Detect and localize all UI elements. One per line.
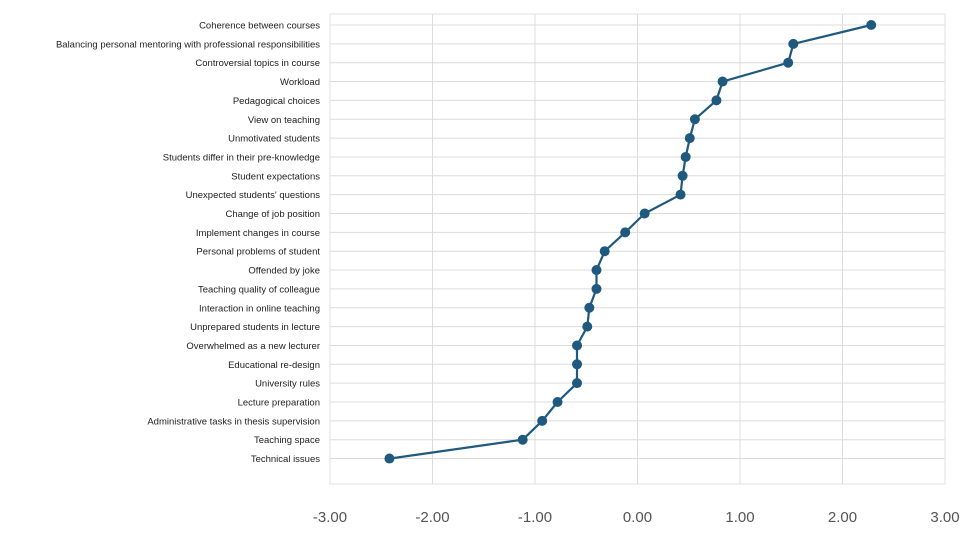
series-line: [388, 23, 873, 460]
data-point: [552, 397, 563, 407]
data-point: [788, 38, 799, 49]
data-point: [584, 302, 595, 313]
y-tick-label: Overwhelmed as a new lecturer: [186, 341, 320, 352]
data-point: [591, 265, 602, 276]
data-point: [717, 76, 728, 87]
data-point: [591, 283, 602, 294]
data-point: [572, 359, 583, 370]
data-point: [639, 208, 650, 219]
data-point: [675, 189, 686, 200]
y-tick-label: View on teaching: [248, 115, 320, 126]
x-tick-label: 2.00: [828, 509, 857, 526]
x-tick-label: 1.00: [725, 509, 754, 526]
data-point: [599, 246, 610, 257]
y-tick-label: Interaction in online teaching: [199, 303, 320, 314]
data-point: [783, 57, 794, 68]
y-tick-label: Implement changes in course: [196, 228, 320, 239]
grid-layer: [329, 14, 946, 484]
data-point: [572, 378, 583, 389]
y-tick-label: Administrative tasks in thesis supervisi…: [147, 416, 320, 427]
x-tick-label: 3.00: [930, 509, 959, 526]
data-point: [582, 321, 593, 332]
y-tick-label: Technical issues: [251, 454, 320, 465]
data-point: [572, 340, 583, 351]
y-tick-label: Pedagogical choices: [233, 96, 320, 107]
plot-frame: [329, 13, 946, 485]
y-tick-label: Teaching space: [254, 435, 320, 446]
y-tick-label: Unexpected students' questions: [186, 190, 321, 201]
y-tick-label: Coherence between courses: [199, 21, 320, 32]
data-point: [689, 114, 700, 125]
y-tick-label: Offended by joke: [248, 266, 320, 277]
y-tick-label: Student expectations: [231, 171, 320, 182]
data-point: [537, 415, 548, 426]
data-points: [384, 20, 877, 464]
data-point: [620, 227, 631, 238]
x-tick-label: -2.00: [415, 509, 449, 526]
y-tick-label: Lecture preparation: [238, 398, 320, 409]
y-tick-label: Teaching quality of colleague: [198, 284, 320, 295]
y-tick-label: Balancing personal mentoring with profes…: [56, 39, 320, 50]
y-tick-label: Workload: [280, 77, 320, 88]
data-point: [711, 95, 722, 106]
y-tick-label: Controversial topics in course: [195, 58, 320, 69]
x-axis-labels: -3.00 -2.00 -1.00 0.00 1.00 2.00 3.00: [313, 509, 960, 526]
y-tick-label: Unmotivated students: [228, 134, 320, 145]
y-tick-label: Students differ in their pre-knowledge: [163, 152, 320, 163]
data-point: [684, 133, 695, 144]
y-tick-label: University rules: [255, 379, 320, 390]
data-point: [866, 20, 877, 30]
data-point: [680, 151, 691, 162]
data-point: [677, 170, 688, 181]
y-tick-label: Educational re-design: [228, 360, 320, 371]
y-tick-label: Personal problems of student: [196, 247, 320, 258]
y-tick-label: Unprepared students in lecture: [190, 322, 320, 333]
y-tick-label: Change of job position: [225, 209, 320, 220]
x-tick-label: 0.00: [623, 509, 652, 526]
data-point: [384, 453, 395, 464]
x-tick-label: -3.00: [313, 509, 347, 526]
data-point: [517, 434, 528, 445]
y-axis-labels: Coherence between courses Balancing perso…: [56, 21, 320, 466]
x-tick-label: -1.00: [518, 509, 552, 526]
